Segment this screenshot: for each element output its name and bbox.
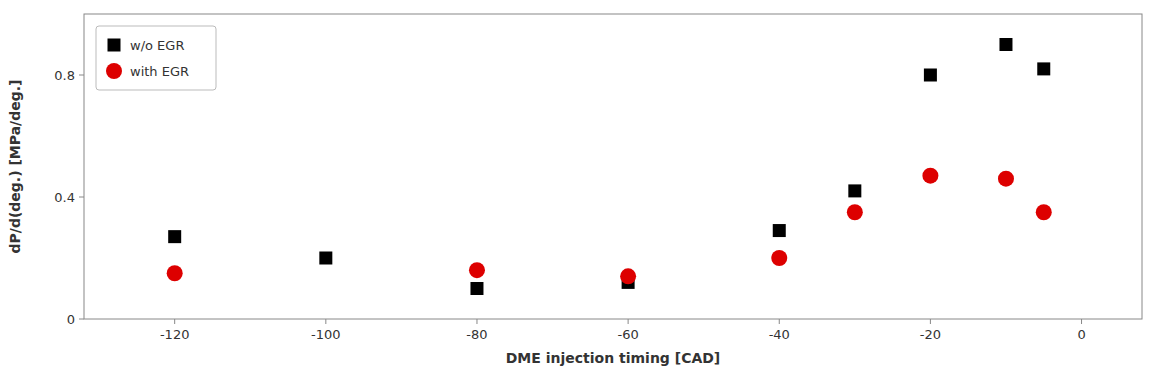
point [848,184,861,197]
y-tick [79,197,84,198]
legend-swatch [106,63,122,79]
x-tick-label: -80 [466,327,487,342]
y-tick-label: 0.4 [54,190,75,205]
points [167,38,1052,295]
legend: w/o EGR with EGR [96,26,216,90]
point [1037,62,1050,75]
y-axis-label: dP/d(deg.) [MPa/deg.] [7,80,23,254]
point [922,168,938,184]
x-tick [476,319,477,324]
x-tick [779,319,780,324]
x-axis: -120 -100 -80 -60 -40 -20 0 [160,319,1086,342]
series [168,38,1050,295]
point [620,268,636,284]
point [924,69,937,82]
legend-swatch [108,39,121,52]
x-tick-label: -60 [617,327,638,342]
x-tick [325,319,326,324]
point [998,171,1014,187]
chart: -120 -100 -80 -60 -40 -20 0 0 0.4 0.8 DME injectio… [0,0,1162,377]
point [999,38,1012,51]
y-axis: 0 0.4 0.8 [54,68,84,327]
y-tick-label: 0 [67,312,75,327]
point [319,252,332,265]
plot-frame [84,14,1142,319]
legend-label: with EGR [130,64,189,79]
x-tick-label: -40 [769,327,790,342]
point [847,204,863,220]
page: {"chart_data": {"type": "scatter", "xlab… [0,0,1162,377]
x-tick [1081,319,1082,324]
point [469,262,485,278]
point [167,265,183,281]
series [167,168,1052,285]
x-tick-label: -100 [311,327,341,342]
x-axis-label: DME injection timing [CAD] [506,350,721,366]
y-tick [79,319,84,320]
x-tick [628,319,629,324]
x-tick-label: -120 [160,327,190,342]
x-tick-label: 0 [1077,327,1085,342]
y-tick-label: 0.8 [54,68,75,83]
x-tick [174,319,175,324]
point [773,224,786,237]
point [771,250,787,266]
legend-box [96,26,216,90]
point [1036,204,1052,220]
x-tick [930,319,931,324]
x-tick-label: -20 [920,327,941,342]
legend-label: w/o EGR [130,38,184,53]
point [168,230,181,243]
y-tick [79,75,84,76]
point [470,282,483,295]
